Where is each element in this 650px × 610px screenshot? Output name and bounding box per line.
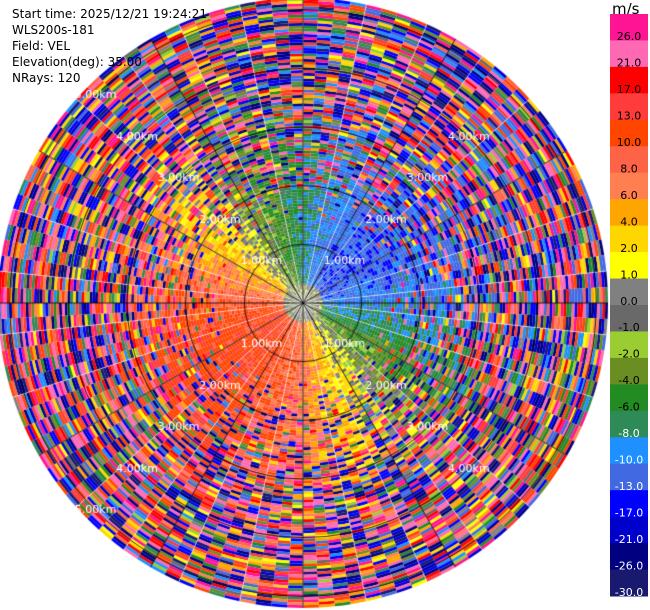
colorbar-tick-label: -21.0	[615, 533, 643, 546]
field-label: Field: VEL	[12, 39, 71, 53]
velocity-colorbar: 26.0 21.0 17.0 13.0 10.0 8.0 6.0 4.0 2.0 1.0 0.0 -1…	[610, 14, 648, 599]
colorbar-segment	[610, 569, 648, 597]
colorbar-segment	[610, 331, 648, 359]
colorbar-tick-label: 17.0	[617, 83, 642, 96]
colorbar-tick-label: 1.0	[620, 268, 638, 281]
colorbar-segment	[610, 437, 648, 465]
colorbar-segment	[610, 40, 648, 68]
elevation-label: Elevation(deg): 35.00	[12, 55, 142, 69]
colorbar-segment	[610, 278, 648, 306]
colorbar-segment	[610, 490, 648, 518]
colorbar-segment	[610, 410, 648, 438]
colorbar-tick-label: 10.0	[617, 136, 642, 149]
start-time-label: Start time: 2025/12/21 19:24:21	[12, 7, 207, 21]
colorbar-tick-label: -8.0	[618, 427, 639, 440]
colorbar-segment	[610, 463, 648, 491]
colorbar-tick-label: 4.0	[620, 215, 638, 228]
colorbar-segment	[610, 93, 648, 121]
colorbar-tick-label: -6.0	[618, 401, 639, 414]
colorbar-tick-label: 2.0	[620, 242, 638, 255]
colorbar-tick-label: 8.0	[620, 163, 638, 176]
colorbar-segment	[610, 357, 648, 385]
instrument-label: WLS200s-181	[12, 23, 95, 37]
colorbar-tick-label: 26.0	[617, 30, 642, 43]
colorbar-tick-label: -30.0	[615, 586, 643, 599]
colorbar-tick-label: 21.0	[617, 57, 642, 70]
colorbar-tick-label: 0.0	[620, 295, 638, 308]
colorbar-tick-label: -13.0	[615, 480, 643, 493]
colorbar-segment	[610, 66, 648, 94]
colorbar-tick-label: 13.0	[617, 110, 642, 123]
colorbar-segment	[610, 14, 648, 41]
velocity-ppi-plot	[0, 0, 610, 610]
colorbar-tick-label: -2.0	[618, 348, 639, 361]
colorbar-segment	[610, 172, 648, 200]
nrays-label: NRays: 120	[12, 71, 81, 85]
colorbar-tick-label: 6.0	[620, 189, 638, 202]
colorbar-segment	[610, 305, 648, 332]
colorbar-segment	[610, 384, 648, 412]
colorbar-segment	[610, 252, 648, 280]
colorbar-tick-label: -10.0	[615, 454, 643, 467]
colorbar-unit: m/s	[612, 0, 640, 18]
colorbar-segment	[610, 225, 648, 253]
colorbar-tick-label: -4.0	[618, 374, 639, 387]
colorbar-segment	[610, 543, 648, 571]
colorbar-segment	[610, 119, 648, 147]
colorbar-tick-label: -17.0	[615, 506, 643, 519]
colorbar-tick-label: -26.0	[615, 559, 643, 572]
colorbar-segment	[610, 516, 648, 544]
colorbar-tick-label: -1.0	[618, 321, 639, 334]
colorbar-segment	[610, 199, 648, 227]
colorbar-segment	[610, 146, 648, 174]
